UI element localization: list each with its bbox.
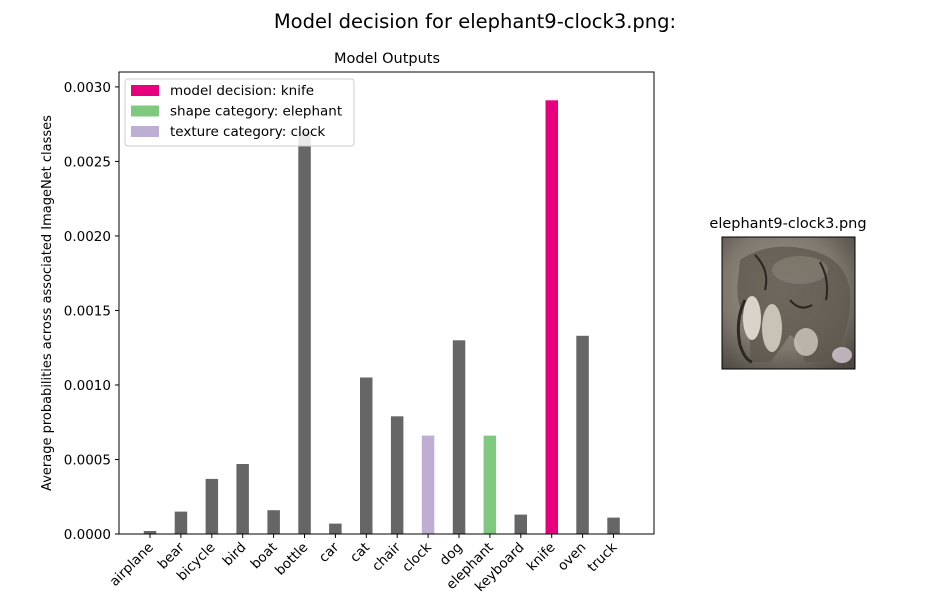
- figure-title: Model decision for elephant9-clock3.png:: [274, 10, 676, 33]
- x-tick-label: clock: [399, 539, 435, 575]
- legend-box: [124, 78, 355, 147]
- y-tick-label: 0.0030: [64, 80, 111, 96]
- bar-elephant: [483, 435, 497, 534]
- bar-bird: [236, 464, 249, 534]
- bar-truck: [607, 517, 620, 534]
- legend-entry: model decision: knife: [170, 83, 314, 99]
- bar-bottle: [298, 131, 311, 534]
- bar-boat: [267, 510, 280, 534]
- y-axis-ticks: 0.0000 0.0005 0.0010 0.0015 0.0020 0.0025 0.00…: [64, 80, 119, 543]
- bar-knife: [545, 100, 558, 535]
- x-tick-label: chair: [369, 539, 404, 574]
- stimulus-thumbnail: [721, 236, 856, 370]
- legend-swatch: [131, 126, 159, 137]
- bar-bear: [174, 511, 188, 534]
- legend-entry: shape category: elephant: [170, 104, 342, 120]
- x-tick-label: airplane: [107, 540, 157, 590]
- bar-keyboard: [514, 514, 527, 534]
- plot-frame: [118, 71, 655, 535]
- thumbnail-title: elephant9-clock3.png: [709, 216, 866, 232]
- bar-cat: [360, 377, 373, 534]
- x-tick-label: truck: [585, 539, 621, 575]
- y-tick-label: 0.0000: [64, 527, 111, 543]
- legend: model decision: knife shape category: ele…: [124, 78, 355, 147]
- y-tick-label: 0.0010: [64, 378, 111, 394]
- legend-entry: texture category: clock: [170, 124, 325, 140]
- bar-clock: [421, 435, 435, 534]
- x-tick-label: bottle: [272, 540, 311, 579]
- legend-swatch: [131, 85, 159, 96]
- bar-chair: [390, 416, 404, 534]
- y-tick-label: 0.0025: [64, 154, 111, 170]
- bar-bicycle: [205, 478, 219, 534]
- x-tick-label: knife: [524, 540, 559, 575]
- x-tick-label: bird: [220, 540, 250, 570]
- y-tick-label: 0.0015: [64, 303, 111, 319]
- bar-car: [329, 523, 342, 534]
- y-tick-label: 0.0005: [64, 452, 111, 468]
- legend-swatch: [131, 105, 159, 117]
- bars-group: [143, 100, 620, 535]
- x-tick-label: oven: [555, 540, 590, 575]
- bar-airplane: [143, 531, 157, 534]
- y-axis-label: Average probabilities across associated …: [40, 115, 55, 491]
- y-tick-label: 0.0020: [64, 229, 111, 245]
- bar-dog: [452, 340, 466, 534]
- bar-oven: [576, 335, 589, 534]
- chart-title: Model Outputs: [334, 51, 440, 67]
- x-tick-label: car: [316, 539, 343, 566]
